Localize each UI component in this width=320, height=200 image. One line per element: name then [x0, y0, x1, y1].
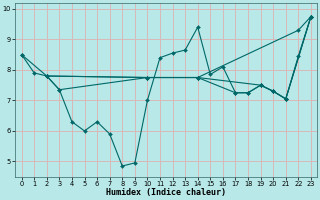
X-axis label: Humidex (Indice chaleur): Humidex (Indice chaleur)	[106, 188, 226, 197]
